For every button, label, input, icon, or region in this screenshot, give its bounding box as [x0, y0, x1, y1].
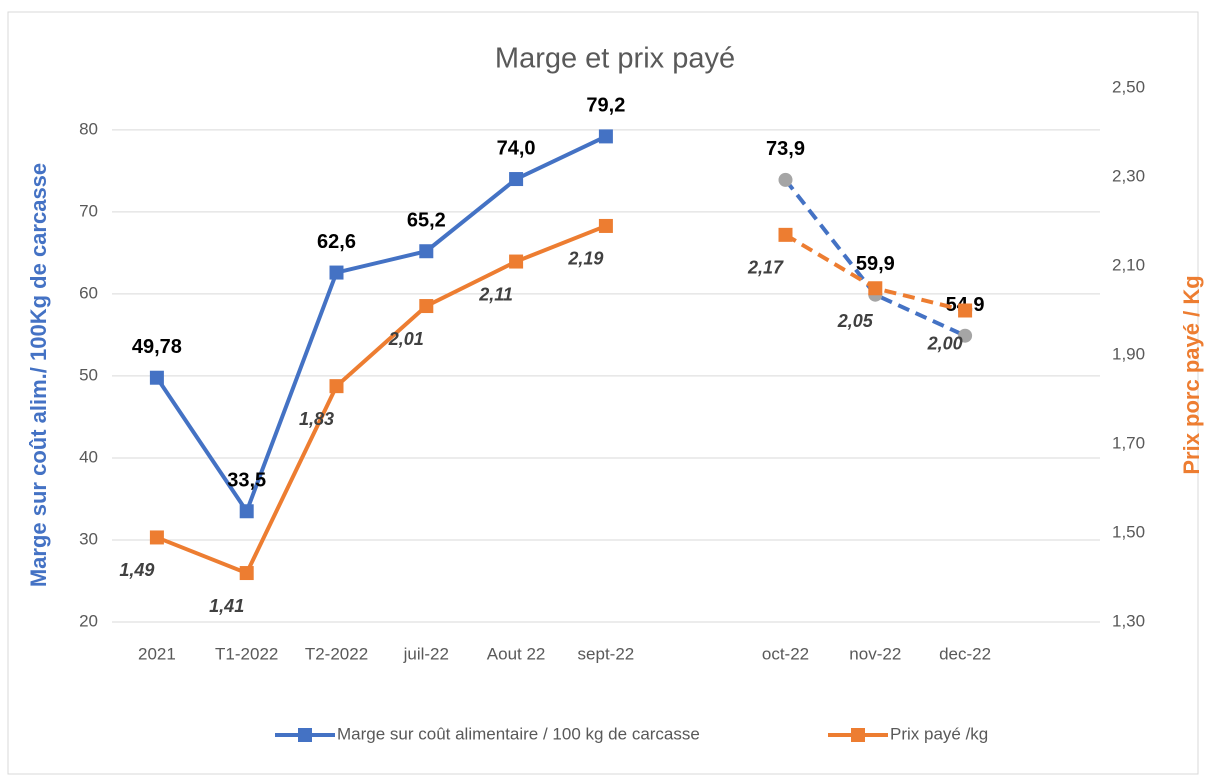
y-tick-label: 20 [79, 611, 98, 630]
marker [329, 379, 344, 394]
marker [958, 303, 973, 318]
y2-tick-label: 2,50 [1112, 77, 1145, 96]
x-tick-label: dec-22 [939, 644, 991, 663]
y-tick-label: 60 [79, 283, 98, 302]
x-tick-label: T1-2022 [215, 644, 278, 663]
legend-marker [298, 728, 312, 742]
data-label: 73,9 [766, 138, 805, 160]
data-label: 79,2 [586, 95, 625, 117]
marker [778, 172, 793, 187]
data-label: 59,9 [856, 253, 895, 275]
y2-tick-label: 1,90 [1112, 344, 1145, 363]
data-label: 62,6 [317, 231, 356, 253]
y2-tick-label: 2,30 [1112, 166, 1145, 185]
legend-label: Prix payé /kg [890, 724, 988, 743]
data-label: 2,11 [478, 284, 513, 304]
data-label: 1,83 [299, 409, 334, 429]
data-label: 74,0 [497, 137, 536, 159]
marker [958, 328, 973, 343]
data-label: 2,17 [747, 258, 784, 278]
data-label: 2,00 [927, 333, 963, 353]
data-label: 2,19 [567, 249, 603, 269]
data-label: 2,05 [837, 311, 874, 331]
marker [509, 172, 524, 187]
data-label: 2,01 [388, 329, 424, 349]
x-tick-label: nov-22 [849, 644, 901, 663]
marker [419, 244, 434, 259]
x-tick-label: Aout 22 [487, 644, 546, 663]
y2-tick-label: 1,70 [1112, 433, 1145, 452]
x-tick-label: 2021 [138, 644, 176, 663]
data-label: 33,5 [227, 470, 266, 492]
series-line [783, 178, 966, 338]
y-tick-label: 30 [79, 529, 98, 548]
data-label: 1,49 [119, 560, 154, 580]
x-tick-label: sept-22 [578, 644, 635, 663]
x-tick-label: T2-2022 [305, 644, 368, 663]
marker [598, 129, 613, 144]
series-line [155, 134, 607, 516]
series-line [156, 224, 607, 576]
marker [239, 566, 254, 581]
y2-tick-label: 1,30 [1112, 611, 1145, 630]
y-tick-label: 50 [79, 365, 98, 384]
y-tick-label: 70 [79, 201, 98, 220]
legend-marker [851, 728, 865, 742]
marker [778, 227, 793, 242]
marker [149, 530, 164, 545]
marker [868, 281, 883, 296]
y2-tick-label: 2,10 [1112, 255, 1145, 274]
x-tick-label: juil-22 [403, 644, 449, 663]
marker [419, 299, 434, 314]
marker [239, 504, 254, 519]
data-label: 65,2 [407, 210, 446, 232]
x-tick-label: oct-22 [762, 644, 809, 663]
marker [598, 218, 613, 233]
marker [509, 254, 524, 269]
y-axis-title: Marge sur coût alim./ 100Kg de carcasse [26, 163, 51, 587]
data-label: 1,41 [209, 596, 244, 616]
marker [149, 370, 164, 385]
marker [329, 265, 344, 280]
data-label: 49,78 [132, 336, 182, 358]
y2-axis-title: Prix porc payé / Kg [1179, 275, 1204, 474]
legend-label: Marge sur coût alimentaire / 100 kg de c… [337, 724, 700, 743]
y-tick-label: 40 [79, 447, 98, 466]
y-tick-label: 80 [79, 119, 98, 138]
y2-tick-label: 1,50 [1112, 522, 1145, 541]
chart-title: Marge et prix payé [495, 43, 735, 75]
